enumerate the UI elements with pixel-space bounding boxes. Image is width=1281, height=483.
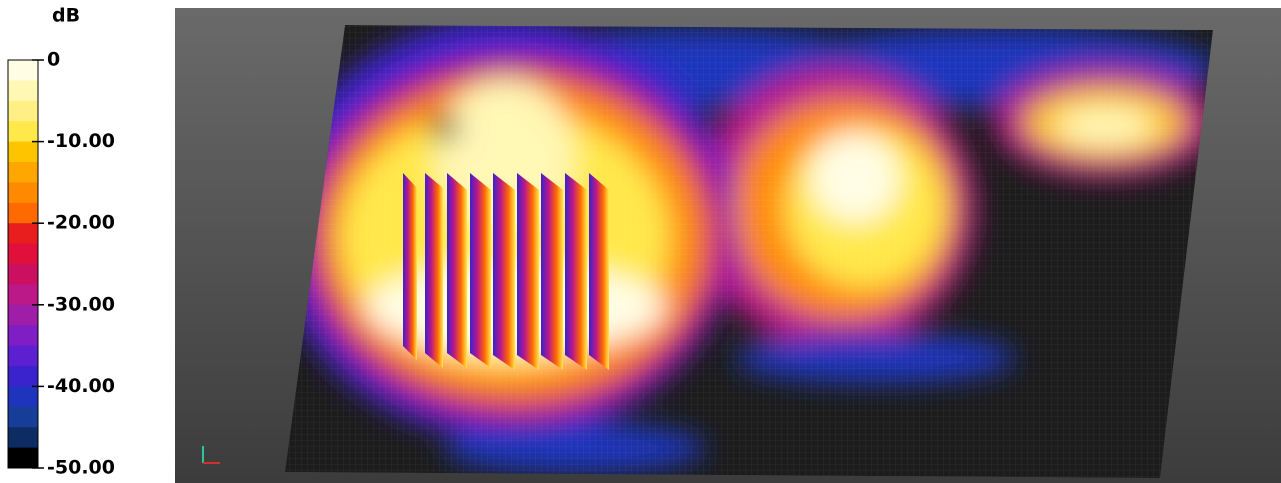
colorbar-frame <box>7 59 39 469</box>
color-segment <box>8 304 38 326</box>
tick-label: -30.00 <box>47 293 115 315</box>
colorbar-title: dB <box>52 5 80 27</box>
tick-label: -40.00 <box>47 375 115 397</box>
color-segment <box>8 141 38 163</box>
color-segment <box>8 406 38 428</box>
color-segment <box>8 264 38 285</box>
color-segment <box>8 243 38 265</box>
color-segment <box>8 162 38 183</box>
color-segment <box>8 80 38 102</box>
color-segment <box>8 427 38 449</box>
color-segment <box>8 100 38 122</box>
color-segment <box>8 284 38 306</box>
color-segment <box>8 366 38 387</box>
color-segment <box>8 60 38 81</box>
tick-label: -10.00 <box>47 130 115 152</box>
colorbar: dB 0 -10.00 -20.00 -30.00 -40.00 -50.00 <box>7 5 115 479</box>
viewport <box>175 8 1281 483</box>
color-segment <box>8 345 38 367</box>
axis-triad <box>202 446 220 464</box>
color-segment <box>8 223 38 245</box>
color-segment <box>8 386 38 408</box>
tick-label: -20.00 <box>47 212 115 234</box>
color-segment <box>8 202 38 224</box>
color-segment <box>8 121 38 143</box>
color-segment <box>8 182 38 204</box>
color-segment <box>8 447 38 469</box>
tick-label: 0 <box>47 49 60 71</box>
fins <box>403 173 609 370</box>
color-segment <box>8 325 38 347</box>
tick-label: -50.00 <box>47 457 115 479</box>
